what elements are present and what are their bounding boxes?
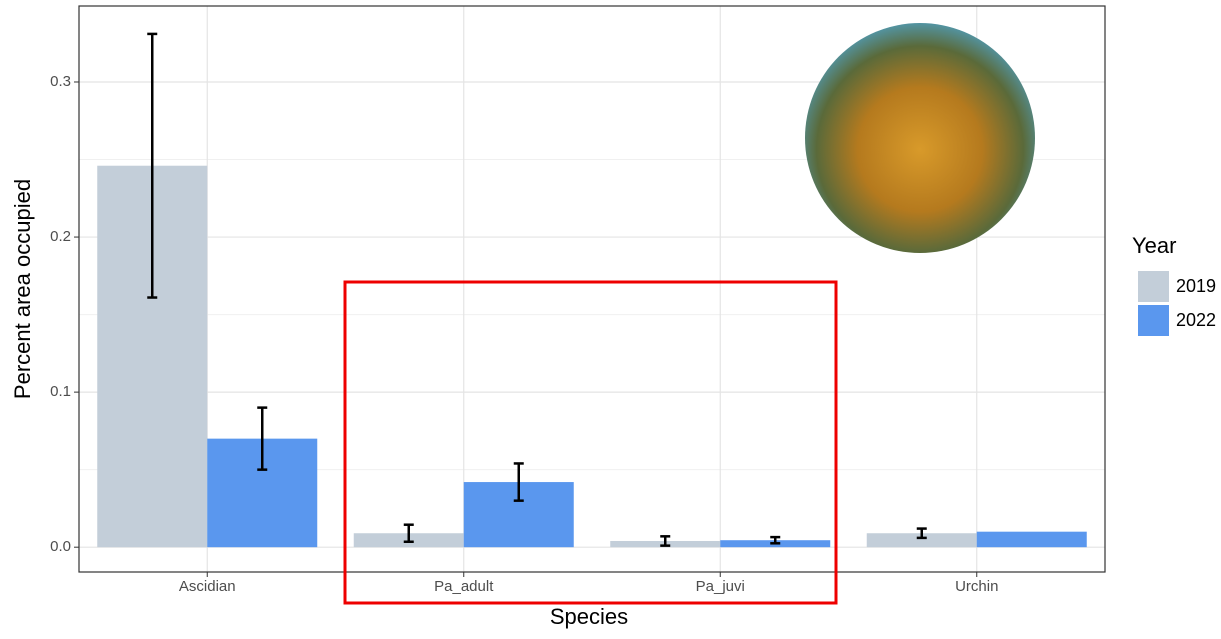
y-tick-label: 0.3 xyxy=(50,73,71,90)
legend-label: 2022 xyxy=(1176,310,1216,330)
error-bar xyxy=(147,32,158,299)
error-bar xyxy=(916,527,927,540)
y-tick-label: 0.0 xyxy=(50,538,71,555)
x-tick-label: Pa_juvi xyxy=(696,578,745,595)
error-bar xyxy=(660,535,671,547)
highlight-box xyxy=(343,280,838,605)
error-bar xyxy=(513,462,524,502)
x-axis-title: Species xyxy=(550,604,628,629)
legend-label: 2019 xyxy=(1176,276,1216,296)
error-bar xyxy=(257,406,268,471)
y-tick-label: 0.1 xyxy=(50,383,71,400)
legend-title: Year xyxy=(1132,233,1176,258)
legend-swatch xyxy=(1138,271,1169,302)
error-bar xyxy=(403,523,414,544)
x-tick-label: Ascidian xyxy=(179,578,236,595)
bar xyxy=(866,533,977,548)
legend-swatch xyxy=(1138,305,1169,336)
plot-border xyxy=(78,5,1106,573)
error-bar xyxy=(770,535,781,545)
x-tick-label: Urchin xyxy=(955,578,998,595)
y-tick-label: 0.2 xyxy=(50,228,71,245)
x-tick-label: Pa_adult xyxy=(434,578,494,595)
photo xyxy=(805,23,1035,253)
y-axis-title: Percent area occupied xyxy=(10,179,35,399)
bar xyxy=(976,531,1087,548)
